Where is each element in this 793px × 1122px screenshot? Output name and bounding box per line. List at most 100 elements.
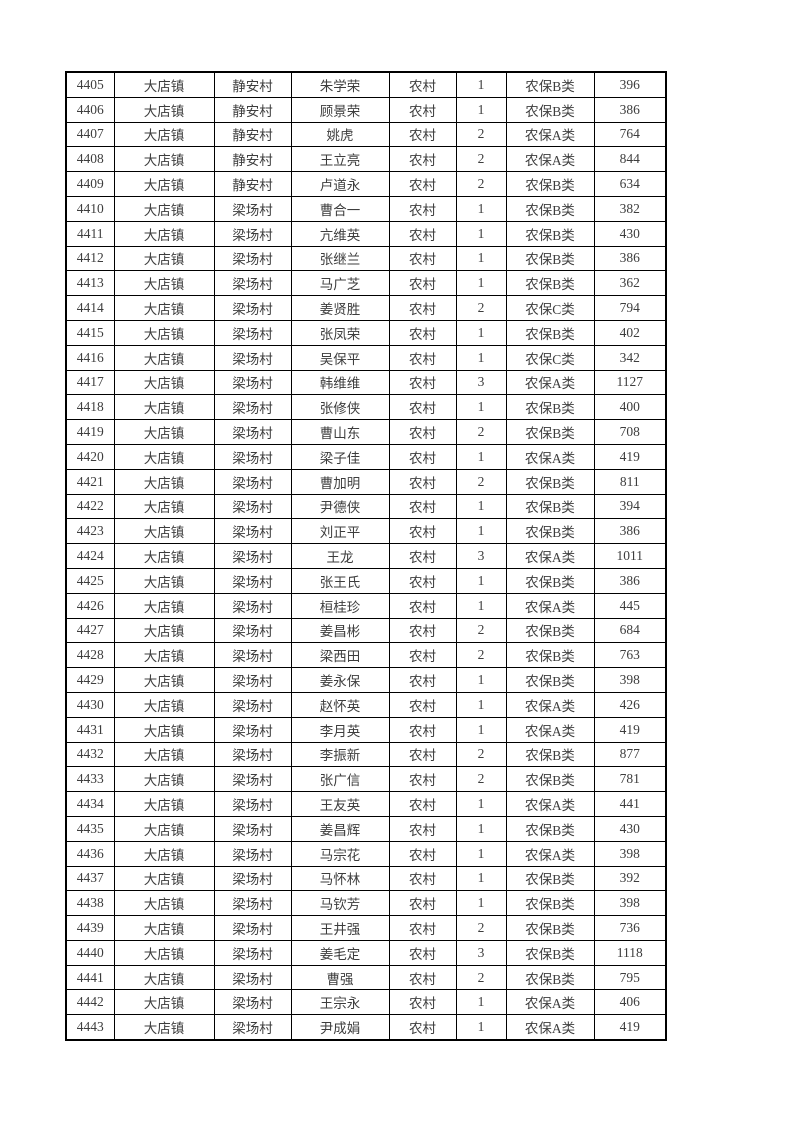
cell-person-count: 1 (455, 691, 507, 718)
cell-person-name: 马宗花 (290, 840, 390, 867)
cell-town: 大店镇 (113, 766, 215, 793)
cell-person-name: 刘正平 (290, 518, 390, 545)
cell-person-name: 亢维英 (290, 220, 390, 247)
table-row: 4408 大店镇 静安村 王立亮 农村 2 农保A类 844 (65, 146, 667, 173)
cell-town: 大店镇 (113, 71, 215, 98)
cell-amount: 441 (593, 791, 667, 817)
cell-town: 大店镇 (113, 270, 215, 297)
cell-village: 梁场村 (213, 394, 292, 421)
cell-person-name: 顾景荣 (290, 96, 390, 123)
cell-insurance-category: 农保A类 (505, 1014, 595, 1041)
cell-amount: 781 (593, 766, 667, 793)
cell-residence-type: 农村 (388, 270, 457, 297)
cell-person-name: 王友英 (290, 791, 390, 817)
cell-amount: 1118 (593, 939, 667, 966)
cell-village: 梁场村 (213, 319, 292, 346)
cell-residence-type: 农村 (388, 369, 457, 396)
cell-village: 梁场村 (213, 766, 292, 793)
cell-town: 大店镇 (113, 915, 215, 941)
table-row: 4440 大店镇 梁场村 姜毛定 农村 3 农保B类 1118 (65, 939, 667, 966)
cell-person-name: 张继兰 (290, 245, 390, 272)
cell-town: 大店镇 (113, 791, 215, 817)
cell-serial-number: 4407 (65, 121, 115, 148)
cell-serial-number: 4422 (65, 493, 115, 520)
cell-insurance-category: 农保B类 (505, 617, 595, 644)
table-row: 4409 大店镇 静安村 卢道永 农村 2 农保B类 634 (65, 171, 667, 197)
cell-residence-type: 农村 (388, 1014, 457, 1041)
cell-person-count: 1 (455, 890, 507, 917)
table-body: 4405 大店镇 静安村 朱学荣 农村 1 农保B类 396 4406 大店镇 静安村 顾景荣 农村 1 农… (65, 71, 667, 1041)
cell-person-name: 尹德侠 (290, 493, 390, 520)
cell-amount: 398 (593, 667, 667, 693)
table-row: 4411 大店镇 梁场村 亢维英 农村 1 农保B类 430 (65, 220, 667, 247)
cell-amount: 419 (593, 443, 667, 470)
cell-person-name: 张广信 (290, 766, 390, 793)
cell-insurance-category: 农保A类 (505, 791, 595, 817)
cell-amount: 386 (593, 96, 667, 123)
table-row: 4429 大店镇 梁场村 姜永保 农村 1 农保B类 398 (65, 667, 667, 693)
cell-village: 梁场村 (213, 989, 292, 1016)
table-row: 4423 大店镇 梁场村 刘正平 农村 1 农保B类 386 (65, 518, 667, 545)
cell-person-name: 王井强 (290, 915, 390, 941)
cell-serial-number: 4409 (65, 171, 115, 197)
cell-amount: 342 (593, 344, 667, 371)
table-row: 4435 大店镇 梁场村 姜昌辉 农村 1 农保B类 430 (65, 815, 667, 842)
cell-town: 大店镇 (113, 220, 215, 247)
cell-person-name: 张修侠 (290, 394, 390, 421)
cell-amount: 877 (593, 741, 667, 768)
cell-person-name: 卢道永 (290, 171, 390, 197)
cell-residence-type: 农村 (388, 791, 457, 817)
cell-person-count: 1 (455, 319, 507, 346)
cell-village: 梁场村 (213, 592, 292, 619)
table-row: 4418 大店镇 梁场村 张修侠 农村 1 农保B类 400 (65, 394, 667, 421)
cell-insurance-category: 农保A类 (505, 716, 595, 743)
cell-amount: 398 (593, 890, 667, 917)
cell-town: 大店镇 (113, 865, 215, 892)
cell-insurance-category: 农保B类 (505, 518, 595, 545)
cell-town: 大店镇 (113, 295, 215, 321)
cell-person-count: 1 (455, 195, 507, 222)
table-row: 4436 大店镇 梁场村 马宗花 农村 1 农保A类 398 (65, 840, 667, 867)
cell-residence-type: 农村 (388, 617, 457, 644)
cell-person-count: 2 (455, 171, 507, 197)
cell-village: 梁场村 (213, 567, 292, 594)
cell-person-count: 1 (455, 344, 507, 371)
cell-insurance-category: 农保A类 (505, 121, 595, 148)
cell-serial-number: 4431 (65, 716, 115, 743)
cell-residence-type: 农村 (388, 815, 457, 842)
cell-insurance-category: 农保B类 (505, 815, 595, 842)
cell-town: 大店镇 (113, 518, 215, 545)
cell-residence-type: 农村 (388, 245, 457, 272)
table-row: 4431 大店镇 梁场村 李月英 农村 1 农保A类 419 (65, 716, 667, 743)
cell-amount: 406 (593, 989, 667, 1016)
cell-town: 大店镇 (113, 592, 215, 619)
cell-town: 大店镇 (113, 691, 215, 718)
cell-residence-type: 农村 (388, 865, 457, 892)
cell-serial-number: 4430 (65, 691, 115, 718)
cell-insurance-category: 农保B类 (505, 171, 595, 197)
cell-person-count: 1 (455, 493, 507, 520)
cell-insurance-category: 农保B类 (505, 964, 595, 991)
cell-serial-number: 4414 (65, 295, 115, 321)
cell-person-count: 1 (455, 220, 507, 247)
cell-serial-number: 4442 (65, 989, 115, 1016)
cell-person-count: 2 (455, 295, 507, 321)
cell-person-count: 1 (455, 716, 507, 743)
cell-residence-type: 农村 (388, 394, 457, 421)
cell-town: 大店镇 (113, 195, 215, 222)
cell-village: 梁场村 (213, 493, 292, 520)
cell-insurance-category: 农保B类 (505, 667, 595, 693)
cell-insurance-category: 农保A类 (505, 592, 595, 619)
cell-person-count: 2 (455, 964, 507, 991)
cell-amount: 811 (593, 468, 667, 495)
cell-person-count: 3 (455, 939, 507, 966)
cell-amount: 386 (593, 245, 667, 272)
cell-serial-number: 4406 (65, 96, 115, 123)
table-row: 4405 大店镇 静安村 朱学荣 农村 1 农保B类 396 (65, 71, 667, 98)
cell-amount: 396 (593, 71, 667, 98)
cell-village: 梁场村 (213, 667, 292, 693)
cell-town: 大店镇 (113, 171, 215, 197)
table-row: 4439 大店镇 梁场村 王井强 农村 2 农保B类 736 (65, 915, 667, 941)
cell-insurance-category: 农保A类 (505, 369, 595, 396)
